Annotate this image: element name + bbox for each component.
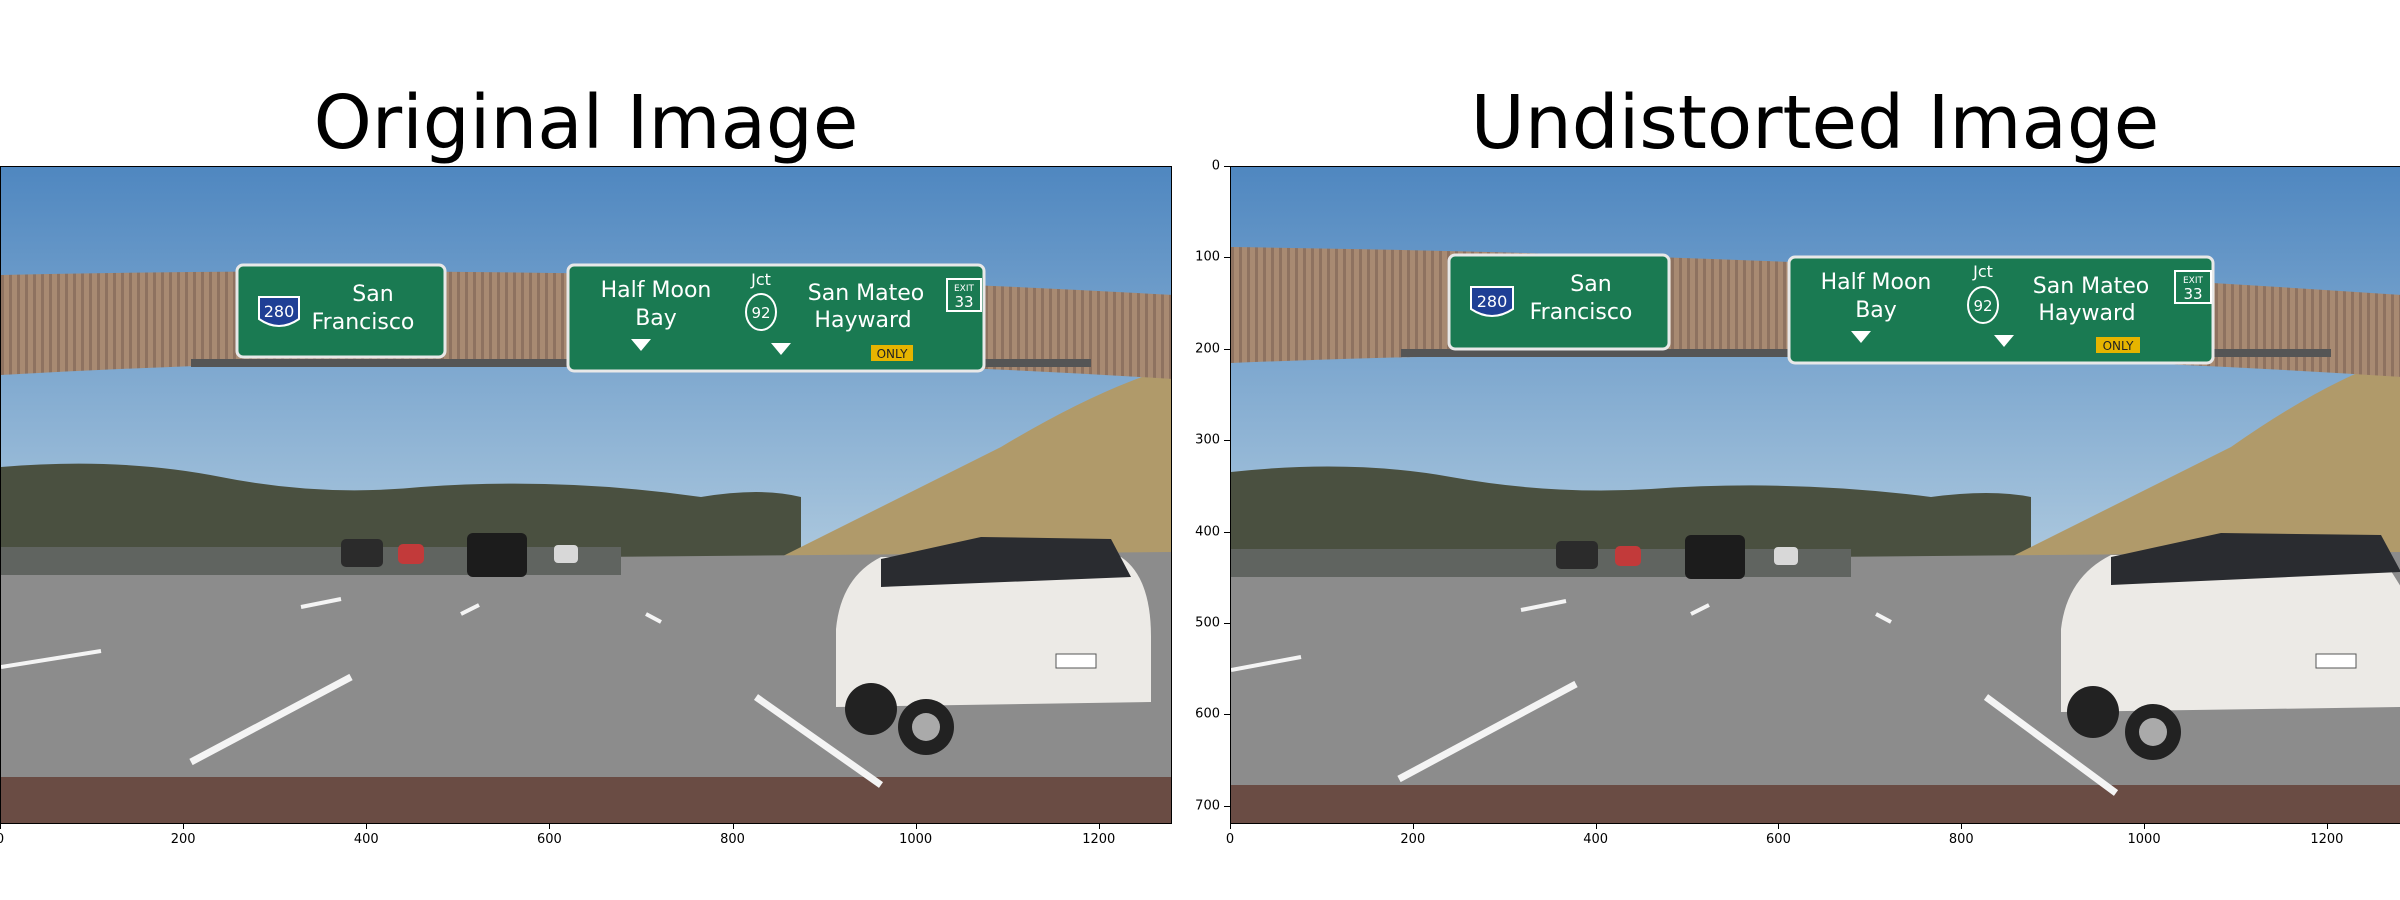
y-tick-mark — [1224, 805, 1230, 807]
lane-line — [645, 612, 662, 624]
x-tick-label-left: 200 — [170, 832, 196, 847]
exit-badge — [946, 278, 982, 312]
y-tick-mark — [1224, 714, 1230, 716]
undistorted-road-photo: 280 San Francisco Half Moon Bay Jct 92 S… — [1231, 167, 2400, 823]
lane-line — [300, 597, 342, 609]
car — [398, 544, 424, 564]
y-tick-mark — [1224, 440, 1230, 442]
lane-line — [753, 694, 884, 788]
y-tick-label: 200 — [1195, 341, 1220, 357]
svg-text:ONLY: ONLY — [877, 347, 909, 361]
y-tick-label: 300 — [1195, 432, 1220, 448]
svg-text:San Mateo: San Mateo — [808, 281, 924, 306]
svg-text:92: 92 — [1973, 297, 1992, 315]
x-tick-mark — [183, 824, 185, 829]
y-tick-label: 700 — [1195, 798, 1220, 814]
y-tick-label: 0 — [1211, 158, 1220, 174]
only-plate — [871, 345, 913, 361]
x-tick-label-left: 600 — [536, 832, 562, 847]
arrow-down-icon — [631, 339, 791, 355]
route-92-icon — [745, 293, 777, 331]
svg-text:EXIT: EXIT — [954, 284, 975, 294]
y-tick-label: 500 — [1195, 615, 1220, 631]
car — [554, 545, 578, 563]
svg-text:ONLY: ONLY — [2103, 339, 2135, 353]
y-tick-mark — [1224, 166, 1230, 167]
svg-text:San Mateo: San Mateo — [2033, 274, 2149, 299]
x-tick-mark — [549, 824, 551, 829]
x-tick-label-right: 1200 — [2310, 832, 2344, 847]
svg-text:Francisco: Francisco — [1530, 300, 1633, 325]
svg-text:Francisco: Francisco — [312, 310, 415, 335]
x-tick-label-right: 1000 — [2127, 832, 2161, 847]
x-tick-label-left: 1000 — [899, 832, 933, 847]
original-image-panel: 280 San Francisco Half Moon Bay Jct 92 S… — [0, 166, 1172, 824]
lane-line — [1, 649, 102, 669]
x-tick-label-left: 800 — [720, 832, 745, 847]
y-tick-mark — [1224, 257, 1230, 259]
white-suv — [836, 557, 1151, 707]
shield-text: 280 — [264, 302, 295, 321]
y-tick-label: 400 — [1195, 524, 1220, 540]
x-tick-mark — [1595, 824, 1597, 829]
y-tick-mark — [1224, 348, 1230, 350]
x-tick-label-right: 800 — [1948, 832, 1974, 847]
svg-text:33: 33 — [2183, 285, 2202, 303]
car-hood — [1, 777, 1171, 823]
y-tick-label: 600 — [1195, 706, 1220, 722]
title-undistorted-image: Undistorted Image — [1470, 80, 2160, 166]
black-suv — [467, 533, 527, 577]
svg-text:92: 92 — [751, 304, 770, 322]
svg-text:Hayward: Hayward — [814, 308, 911, 333]
svg-text:EXIT: EXIT — [2183, 276, 2204, 286]
interstate-280-icon — [258, 296, 300, 327]
svg-text:280: 280 — [1477, 292, 1508, 311]
x-tick-mark — [0, 824, 1, 829]
svg-text:Hayward: Hayward — [2038, 301, 2135, 326]
x-tick-mark — [1412, 824, 1414, 829]
svg-text:San: San — [352, 282, 393, 307]
x-tick-mark — [366, 824, 368, 829]
x-tick-label-right: 0 — [1225, 832, 1235, 847]
svg-text:33: 33 — [954, 293, 973, 311]
svg-text:Bay: Bay — [635, 306, 677, 331]
car — [341, 539, 383, 567]
y-tick-label: 100 — [1195, 249, 1220, 265]
svg-text:San: San — [1570, 272, 1611, 297]
hills-left — [1, 463, 801, 567]
x-tick-label-right: 400 — [1583, 832, 1609, 847]
x-tick-label-left: 0 — [0, 832, 4, 847]
title-original-image: Original Image — [313, 80, 859, 166]
x-tick-mark — [2326, 824, 2328, 829]
undistorted-image-panel: 280 San Francisco Half Moon Bay Jct 92 S… — [1230, 166, 2400, 824]
x-tick-mark — [1098, 824, 1100, 829]
x-tick-mark — [1961, 824, 1963, 829]
x-tick-mark — [1230, 824, 1231, 829]
sign-san-francisco — [235, 263, 447, 359]
original-road-photo: 280 San Francisco Half Moon Bay Jct 92 S… — [1, 167, 1171, 823]
svg-text:Bay: Bay — [1855, 298, 1897, 323]
x-tick-label-left: 1200 — [1082, 832, 1116, 847]
x-tick-label-right: 200 — [1400, 832, 1426, 847]
lane-line — [189, 673, 353, 766]
x-tick-label-left: 400 — [353, 832, 379, 847]
svg-text:Jct: Jct — [1972, 262, 1993, 281]
x-tick-mark — [1778, 824, 1780, 829]
x-tick-mark — [915, 824, 917, 829]
x-tick-label-right: 600 — [1766, 832, 1791, 847]
x-tick-mark — [732, 824, 734, 829]
svg-text:Half Moon: Half Moon — [601, 278, 712, 303]
lane-line — [460, 603, 480, 616]
y-tick-mark — [1224, 531, 1230, 533]
y-tick-mark — [1224, 622, 1230, 624]
guard-wall — [1, 547, 621, 575]
svg-text:Half Moon: Half Moon — [1821, 270, 1932, 295]
svg-text:Jct: Jct — [750, 270, 771, 289]
x-tick-mark — [2144, 824, 2146, 829]
